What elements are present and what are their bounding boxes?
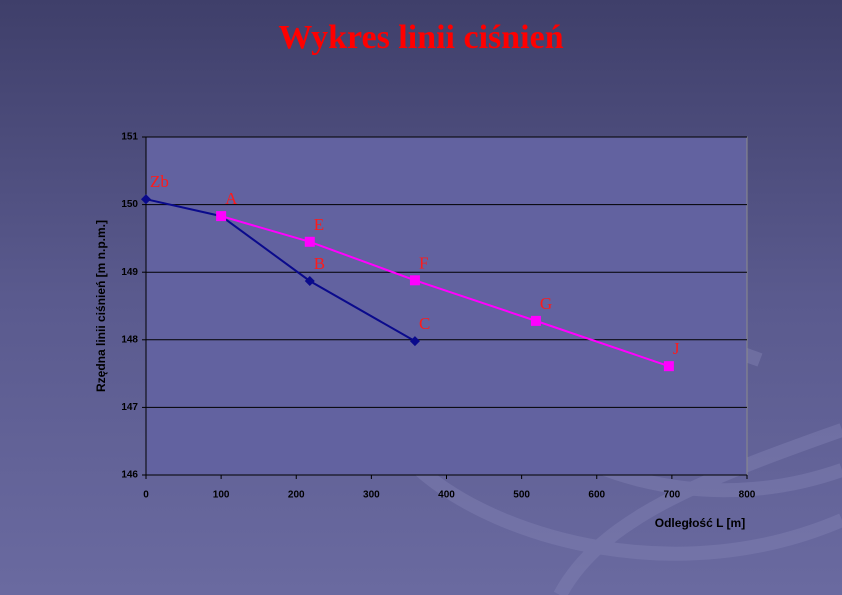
point — [663, 361, 674, 372]
x-tick-label: 700 — [664, 490, 681, 501]
point-label: A — [225, 189, 238, 208]
y-tick-label: 147 — [121, 402, 138, 413]
point — [409, 336, 420, 347]
point-label: J — [673, 339, 680, 358]
series-line — [145, 198, 416, 343]
point — [141, 194, 151, 205]
point — [409, 275, 420, 286]
y-tick-label: 148 — [121, 334, 138, 345]
x-tick-label: 500 — [513, 490, 530, 501]
point-label: C — [419, 314, 430, 333]
x-tick-label: 800 — [739, 490, 756, 501]
plot-area — [145, 136, 748, 476]
point — [530, 315, 541, 326]
x-tick-label: 600 — [588, 490, 605, 501]
point — [304, 275, 315, 286]
x-tick-label: 100 — [213, 490, 230, 501]
y-tick-label: 150 — [121, 199, 138, 210]
x-tick-label: 0 — [143, 490, 149, 501]
point-label: E — [314, 215, 324, 234]
y-tick-label: 146 — [121, 470, 138, 481]
x-tick-label: 200 — [288, 490, 305, 501]
x-tick-label: 300 — [363, 490, 380, 501]
point — [216, 211, 227, 222]
point-label: Zb — [150, 172, 169, 191]
y-tick-label: 149 — [121, 267, 138, 278]
chart-title: Wykres linii ciśnień — [278, 19, 563, 56]
point-label: F — [419, 253, 428, 272]
point-label: B — [314, 254, 325, 273]
x-tick-label: 400 — [438, 490, 455, 501]
point-label: G — [540, 294, 552, 313]
y-tick-label: 151 — [121, 132, 138, 143]
x-axis-label: Odległość L [m] — [655, 516, 745, 530]
point — [304, 236, 315, 247]
y-axis-label: Rzędna linii ciśnień [m n.p.m.] — [94, 220, 108, 392]
